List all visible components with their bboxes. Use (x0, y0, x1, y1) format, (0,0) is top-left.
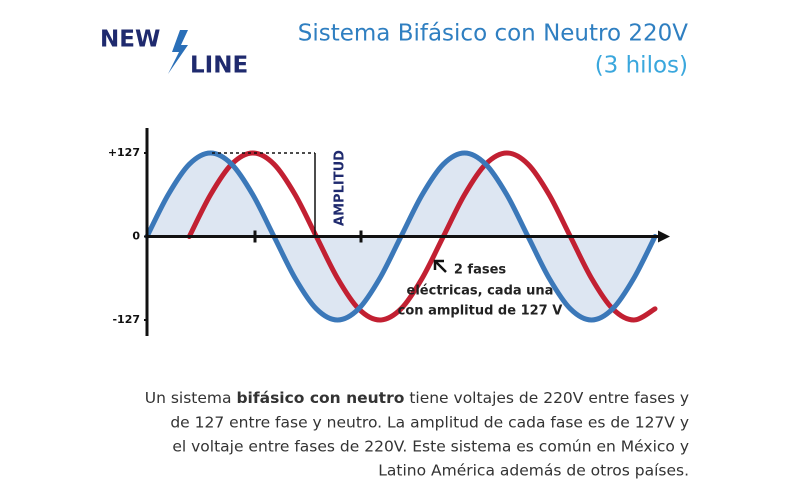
annotation: eléctricas, cada una (407, 284, 554, 299)
annotation: con amplitud de 127 V (398, 304, 563, 319)
description-line: Latino América además de otros países. (378, 462, 689, 480)
y-tick-label: -127 (112, 313, 140, 326)
plot: +127 0 -127 (108, 128, 670, 336)
text: Un sistema (145, 389, 237, 407)
amplitude-marker: AMPLITUD (212, 150, 348, 237)
annotation: AMPLITUD (333, 150, 348, 226)
chart-subtitle: (3 hilos) (595, 53, 688, 79)
logo-text: NEW (100, 27, 160, 53)
x-axis-arrow (658, 230, 670, 243)
description: Un sistema bifásico con neutro tiene vol… (145, 389, 689, 480)
note-arrow (435, 261, 447, 273)
line (186, 150, 658, 323)
logo: NEW LINE (100, 27, 248, 79)
text-bold: bifásico con neutro (236, 389, 404, 407)
note-arrow-head (433, 259, 444, 270)
annotation: 2 fases (454, 263, 507, 278)
phase-note: 2 fases eléctricas, cada una con amplitu… (398, 259, 563, 319)
description-line: el voltaje entre fases de 220V. Este sis… (172, 438, 689, 456)
chart-title: Sistema Bifásico con Neutro 220V (298, 21, 689, 47)
description-line: de 127 entre fase y neutro. La amplitud … (170, 414, 689, 432)
y-tick-label: 0 (132, 230, 140, 243)
description-line: Un sistema bifásico con neutro tiene vol… (145, 389, 689, 407)
text: tiene voltajes de 220V entre fases y (404, 389, 689, 407)
logo-text: LINE (190, 53, 248, 79)
logo-bolt (168, 30, 188, 74)
y-tick-label: +127 (108, 146, 140, 159)
